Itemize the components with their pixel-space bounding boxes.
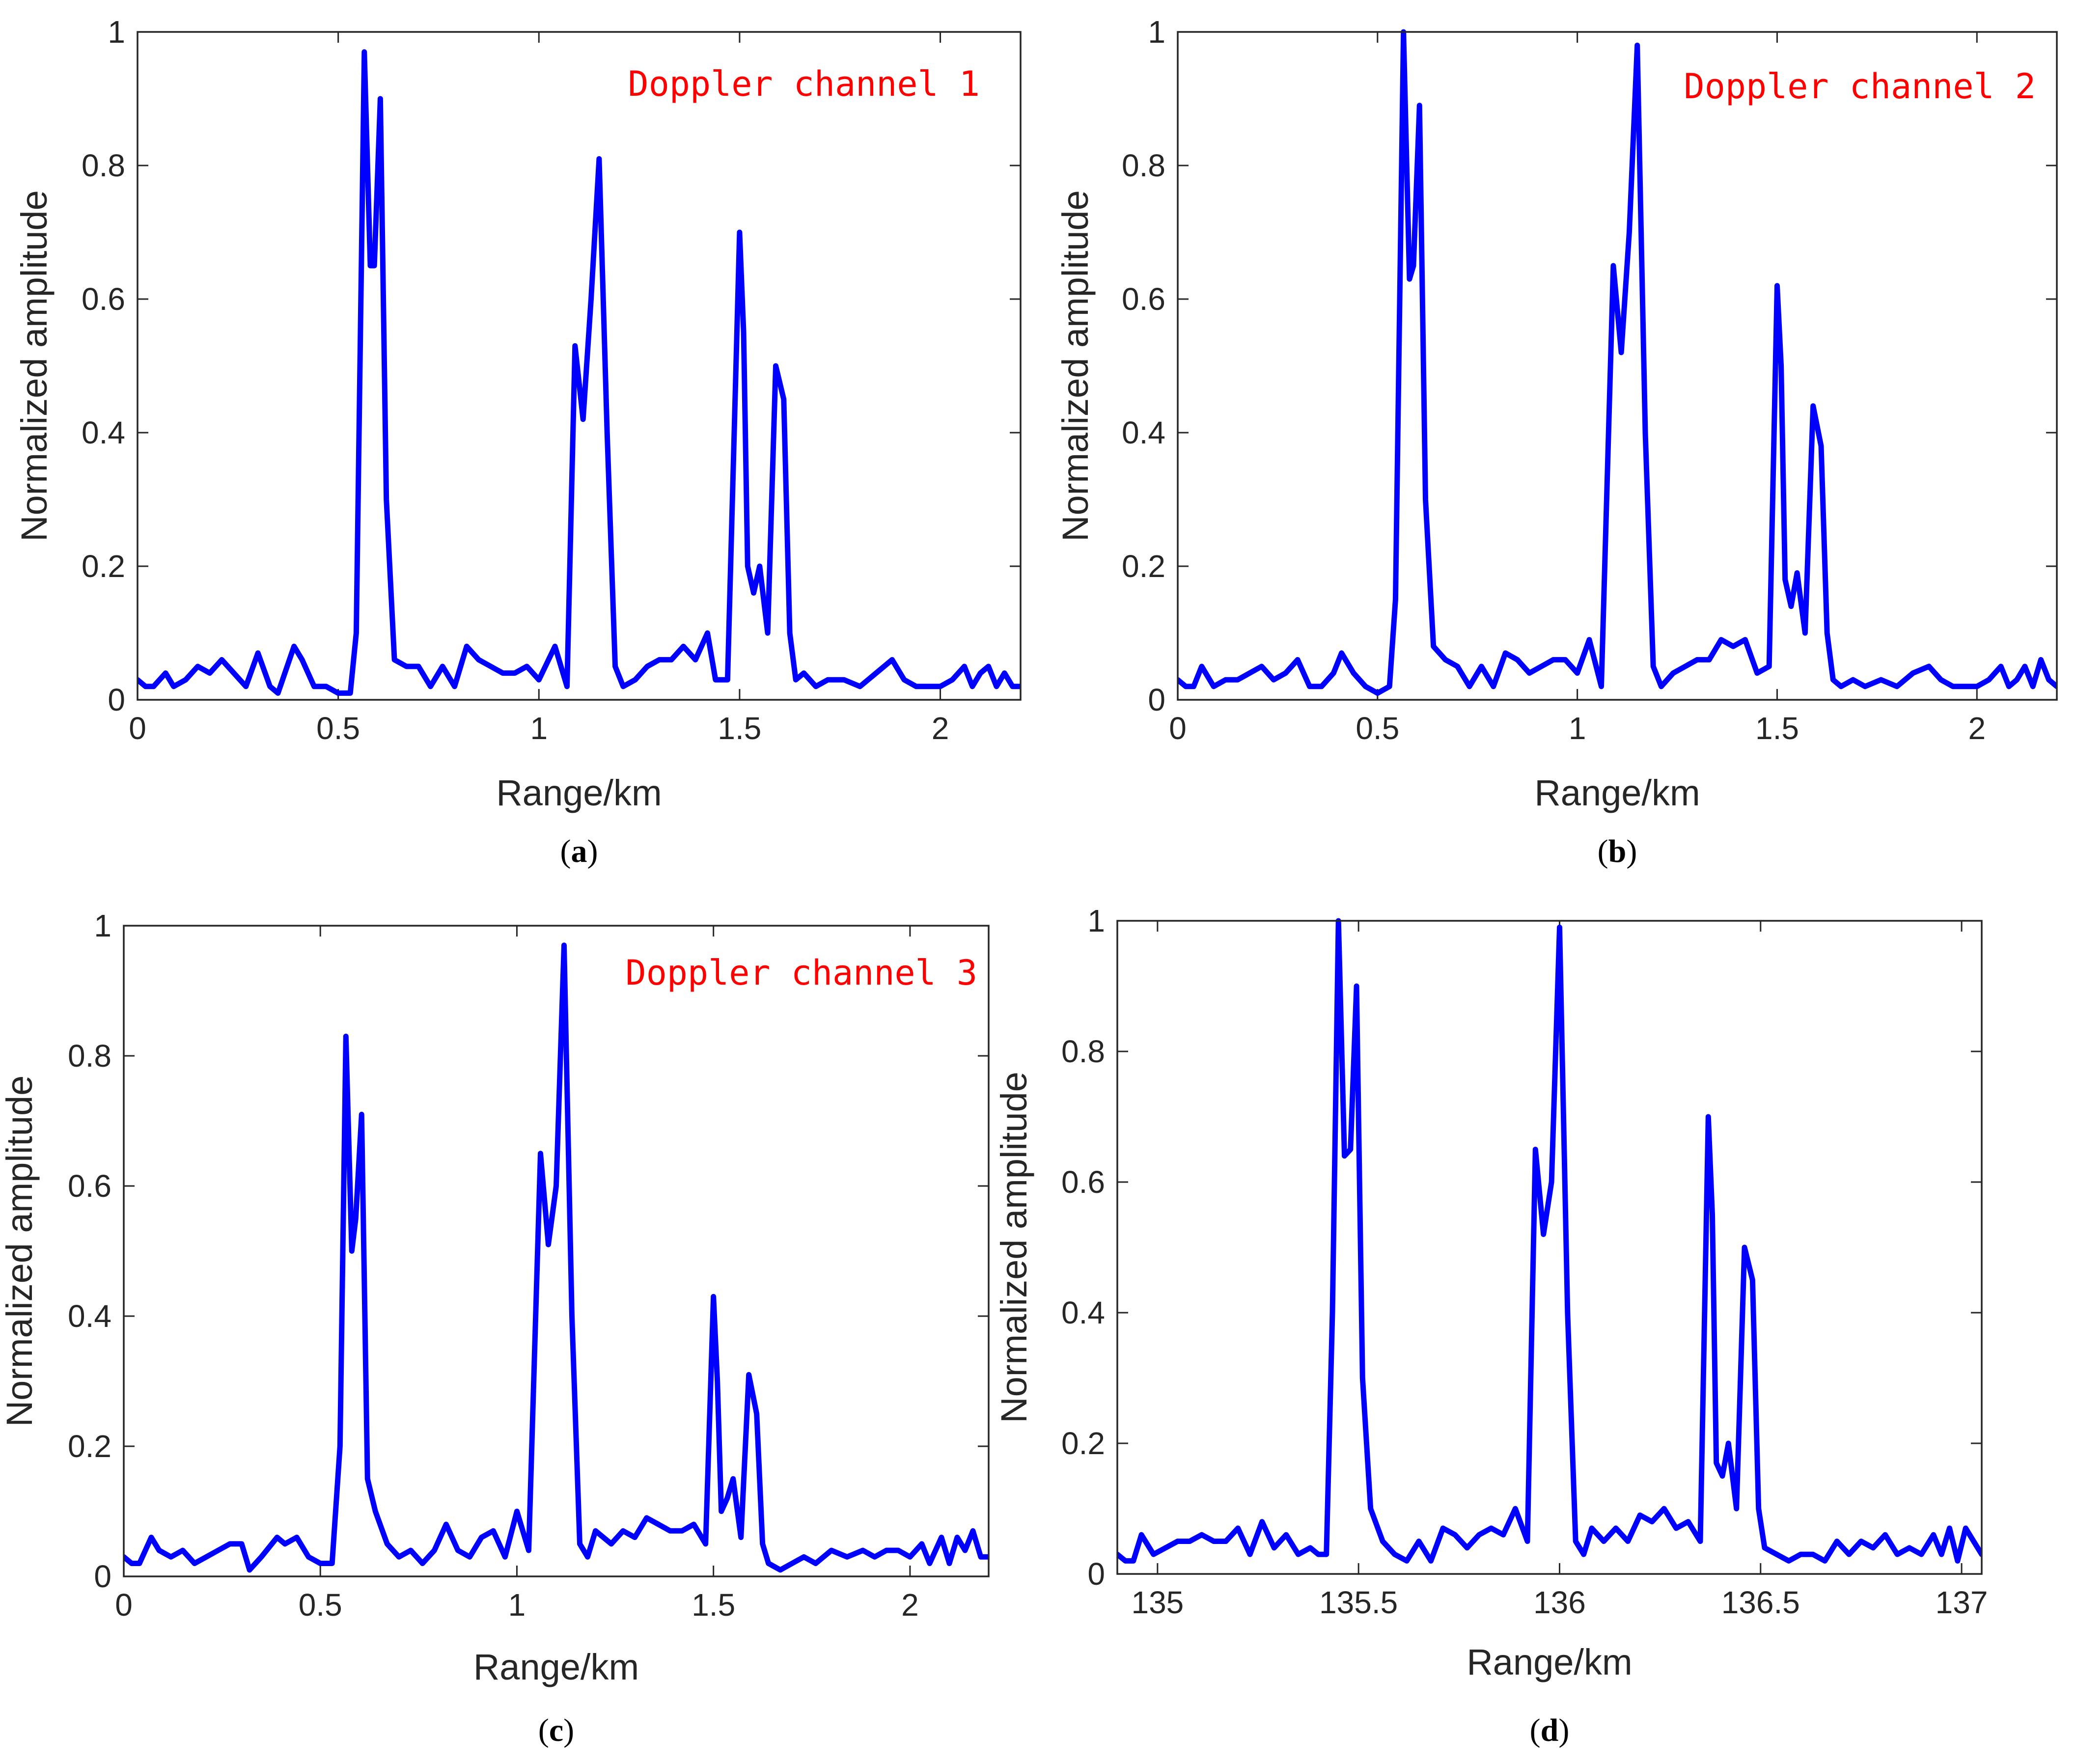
y-tick-label: 0.4 [1061, 1295, 1105, 1330]
x-tick-label: 1.5 [1755, 711, 1799, 746]
axes-box [123, 925, 990, 1577]
y-tick-label: 0 [1148, 682, 1165, 717]
x-tick-label: 1 [508, 1587, 526, 1623]
x-tick-label: 0.5 [1356, 711, 1399, 746]
y-tick-label: 1 [108, 14, 125, 50]
plot-area [1178, 32, 2057, 700]
panel-caption-letter: c [549, 1712, 563, 1748]
y-axis-label: Normalized amplitude [1055, 190, 1096, 542]
x-tick-label: 135 [1131, 1585, 1184, 1620]
x-tick-label: 135.5 [1319, 1585, 1398, 1620]
y-axis-label: Normalized amplitude [0, 1075, 40, 1427]
y-tick-label: 0.8 [68, 1038, 111, 1074]
x-tick-label: 136.5 [1721, 1585, 1800, 1620]
plot-area [1117, 921, 1982, 1574]
panel-caption: (d) [1530, 1712, 1570, 1748]
x-tick-label: 0.5 [316, 711, 360, 746]
series-line-1 [1117, 918, 1982, 1564]
x-tick-label: 2 [901, 1587, 919, 1623]
x-tick-label: 0.5 [299, 1587, 342, 1623]
panel-b: 0 0.5 1 1.5 2 0 0.2 0.4 0.6 0.8 1 Range/km Normalize… [1055, 14, 2058, 869]
y-axis-label: Normalized amplitude [994, 1072, 1034, 1423]
y-tick-label: 0.4 [68, 1298, 111, 1334]
y-axis-label: Normalized amplitude [14, 190, 55, 542]
y-tick-label: 0.6 [82, 281, 125, 317]
y-tick-label: 1 [94, 908, 111, 943]
x-tick-label: 1 [530, 711, 548, 746]
y-tick-label: 0.4 [82, 415, 125, 450]
series-line-1 [124, 942, 989, 1573]
y-tick-label: 0 [94, 1559, 111, 1594]
axes-box [137, 31, 1022, 701]
y-tick-label: 0.8 [82, 148, 125, 183]
panel-caption: (a) [560, 833, 598, 869]
channel-annotation: Doppler channel 3 [626, 953, 977, 993]
panel-caption-letter: a [571, 833, 587, 869]
y-tick-label: 0.8 [1122, 148, 1165, 183]
y-tick-label: 0.2 [1122, 549, 1165, 584]
x-axis-label: Range/km [496, 772, 662, 813]
x-axis-label: Range/km [473, 1647, 639, 1687]
channel-annotation: Doppler channel 1 [628, 64, 980, 104]
x-axis-label: Range/km [1534, 772, 1700, 813]
x-axis-label: Range/km [1467, 1642, 1632, 1682]
y-tick-label: 0 [108, 682, 125, 717]
x-tick-label: 137 [1936, 1585, 1988, 1620]
axes-box [1177, 31, 2058, 701]
x-tick-label: 2 [1968, 711, 1986, 746]
x-tick-label: 0 [1169, 711, 1187, 746]
x-tick-label: 1.5 [692, 1587, 735, 1623]
axes-box [1116, 920, 1983, 1575]
y-tick-label: 0.6 [68, 1168, 111, 1204]
x-tick-label: 2 [932, 711, 949, 746]
x-tick-label: 0 [115, 1587, 133, 1623]
channel-annotation: Doppler channel 2 [1684, 66, 2036, 107]
y-tick-label: 1 [1087, 903, 1105, 938]
y-tick-label: 0.6 [1061, 1164, 1105, 1200]
series-line-1 [138, 49, 1021, 696]
x-tick-label: 1 [1569, 711, 1586, 746]
panel-caption-letter: d [1541, 1712, 1559, 1748]
y-tick-label: 0.4 [1122, 415, 1165, 450]
panel-caption-letter: b [1608, 833, 1627, 869]
panel-d: 135 135.5 136 136.5 137 0 0.2 0.4 0.6 0.8 1 Range/k… [994, 903, 1988, 1748]
y-tick-label: 0.6 [1122, 281, 1165, 317]
y-tick-label: 1 [1148, 14, 1165, 50]
x-tick-label: 0 [129, 711, 146, 746]
y-tick-label: 0 [1087, 1556, 1105, 1592]
y-tick-label: 0.2 [82, 549, 125, 584]
series-line-1 [1178, 29, 2057, 696]
panel-c: 0 0.5 1 1.5 2 0 0.2 0.4 0.6 0.8 1 Range/km Normalize… [0, 908, 990, 1748]
panel-a: 0 0.5 1 1.5 2 0 0.2 0.4 0.6 0.8 1 Range/km Normalize… [14, 14, 1022, 869]
y-tick-label: 0.8 [1061, 1034, 1105, 1069]
panel-caption: (c) [538, 1712, 574, 1748]
panel-caption: (b) [1598, 833, 1637, 869]
y-tick-label: 0.2 [1061, 1426, 1105, 1461]
x-tick-label: 1.5 [718, 711, 761, 746]
x-tick-label: 136 [1533, 1585, 1586, 1620]
y-tick-label: 0.2 [68, 1429, 111, 1464]
plot-area [124, 926, 989, 1576]
